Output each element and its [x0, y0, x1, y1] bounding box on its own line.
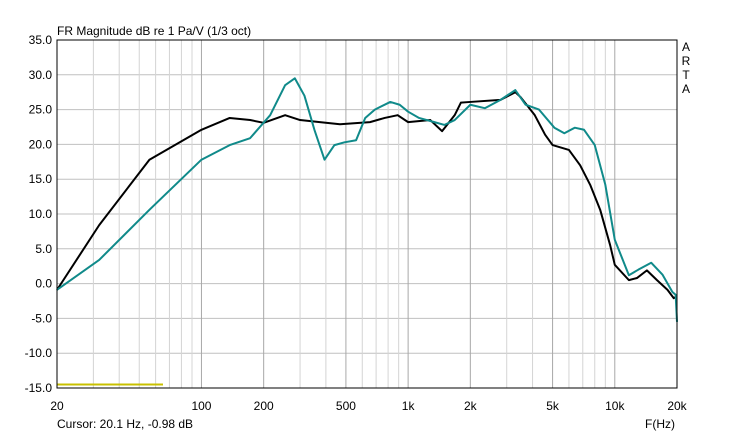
cursor-readout: Cursor: 20.1 Hz, -0.98 dB [57, 417, 193, 431]
x-tick-label: 1k [402, 399, 416, 413]
x-tick-label: 500 [336, 399, 356, 413]
y-tick-label: 20.0 [29, 137, 53, 151]
x-tick-label: 100 [191, 399, 211, 413]
y-tick-label: 10.0 [29, 207, 53, 221]
y-tick-label: 15.0 [29, 172, 53, 186]
series-line [56, 91, 678, 300]
y-tick-label: -15.0 [25, 381, 53, 395]
y-tick-label: 25.0 [29, 103, 53, 117]
x-tick-label: 5k [546, 399, 560, 413]
y-tick-label: 5.0 [35, 242, 52, 256]
plot [56, 77, 678, 322]
y-tick-label: 30.0 [29, 68, 53, 82]
y-tick-label: 0.0 [35, 277, 52, 291]
grid: 35.0 30.0 25.0 20.0 15.0 10.0 5.0 0.0 -5.0 -10.0 -… [25, 33, 688, 413]
chart-title: FR Magnitude dB re 1 Pa/V (1/3 oct) [57, 24, 251, 38]
x-tick-label: 2k [464, 399, 478, 413]
plot-frame [56, 39, 678, 389]
arta-label: ARTA [679, 40, 693, 96]
x-tick-label: 20 [50, 399, 64, 413]
x-tick-label: 10k [605, 399, 625, 413]
y-tick-label: 35.0 [29, 33, 53, 47]
series-line [56, 77, 678, 322]
x-tick-label: 20k [667, 399, 687, 413]
x-axis-label: F(Hz) [645, 417, 675, 431]
y-tick-label: -5.0 [31, 311, 52, 325]
y-tick-label: -10.0 [25, 346, 53, 360]
x-tick-label: 200 [254, 399, 274, 413]
